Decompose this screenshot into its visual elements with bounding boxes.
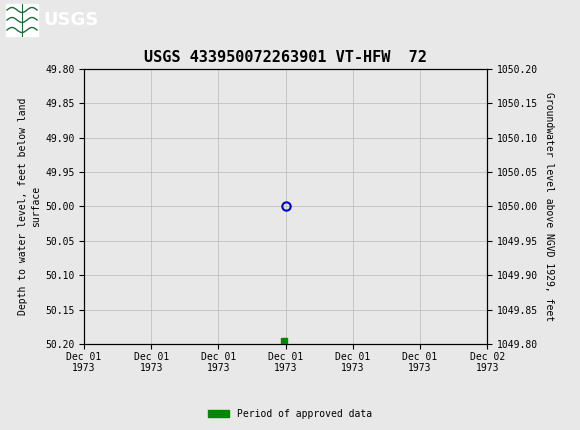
Legend: Period of approved data: Period of approved data [204, 405, 376, 423]
Text: USGS: USGS [43, 11, 99, 29]
Y-axis label: Groundwater level above NGVD 1929, feet: Groundwater level above NGVD 1929, feet [543, 92, 553, 321]
Bar [6, 4, 38, 36]
Title: USGS 433950072263901 VT-HFW  72: USGS 433950072263901 VT-HFW 72 [144, 50, 427, 65]
Y-axis label: Depth to water level, feet below land
surface: Depth to water level, feet below land su… [17, 98, 41, 315]
